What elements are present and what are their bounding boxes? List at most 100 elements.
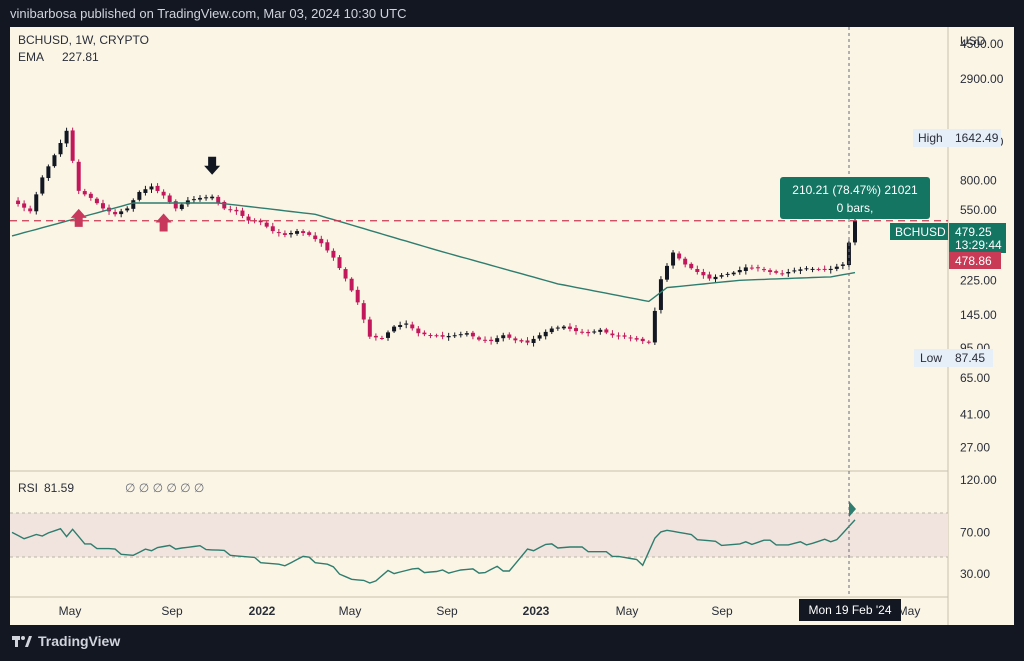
- candle-body: [264, 222, 269, 227]
- candle-body: [258, 220, 263, 223]
- candle-body: [76, 161, 81, 191]
- candle-body: [34, 194, 39, 212]
- currency-label[interactable]: USD: [960, 34, 986, 48]
- candle-body: [58, 143, 63, 155]
- rsi-current-marker: [849, 501, 856, 517]
- candle-body: [634, 338, 639, 340]
- brand-name: TradingView: [38, 633, 121, 649]
- candle-body: [792, 270, 797, 272]
- candle-body: [240, 210, 245, 216]
- candle-body: [392, 326, 397, 332]
- candle-body: [373, 335, 378, 338]
- candle-body: [179, 204, 184, 210]
- time-tick-label: Sep: [711, 604, 733, 618]
- candle-body: [810, 268, 815, 270]
- candle-body: [70, 130, 75, 161]
- rsi-value: 81.59: [44, 481, 74, 495]
- candle-body: [828, 268, 833, 270]
- candle-body: [325, 242, 330, 251]
- candle-body: [161, 191, 166, 196]
- candle-body: [592, 331, 597, 333]
- candle-body: [816, 269, 821, 271]
- candle-body: [422, 332, 427, 335]
- candle-body: [798, 269, 803, 271]
- rsi-tick-label: 70.00: [960, 525, 990, 539]
- candle-body: [167, 195, 172, 202]
- level-badge: 478.86: [949, 252, 1001, 269]
- candle-body: [689, 263, 694, 269]
- chart-svg[interactable]: BCHUSD, 1W, CRYPTO EMA 227.81 RSI 81.59 …: [10, 27, 1014, 625]
- brand-footer[interactable]: TradingView: [12, 633, 120, 649]
- candle-body: [349, 278, 354, 291]
- arrow-down-icon: [204, 156, 221, 175]
- arrow-up-icon: [155, 213, 172, 232]
- candle-body: [743, 267, 748, 271]
- candle-body: [786, 271, 791, 274]
- candle-body: [204, 197, 209, 199]
- candle-body: [119, 211, 124, 215]
- candle-body: [410, 324, 415, 329]
- candle-body: [701, 271, 706, 276]
- candle-body: [683, 258, 688, 265]
- candle-body: [361, 303, 366, 320]
- rsi-axis[interactable]: 120.00 70.00 30.00: [960, 473, 997, 581]
- candle-body: [804, 268, 809, 270]
- candle-body: [749, 267, 754, 269]
- price-tick-label: 4500.00: [960, 37, 1004, 51]
- candle-body: [452, 335, 457, 337]
- signal-arrows: [70, 156, 221, 232]
- time-tick-label: 2022: [249, 604, 276, 618]
- high-badge: High 1642.49: [913, 129, 1001, 147]
- candle-body: [555, 327, 560, 329]
- rsi-line: [11, 519, 856, 584]
- candle-body: [94, 198, 99, 204]
- candle-body: [125, 208, 130, 211]
- badge-price: 479.25: [955, 225, 992, 239]
- candle-body: [313, 235, 318, 240]
- price-tick-label: 41.00: [960, 407, 990, 421]
- candle-body: [88, 193, 93, 198]
- candle-body: [525, 340, 530, 343]
- candle-body: [355, 289, 360, 303]
- candle-body: [580, 331, 585, 333]
- candle-body: [100, 203, 105, 209]
- candle-body: [719, 275, 724, 277]
- candle-body: [610, 333, 615, 336]
- candle-body: [428, 335, 433, 337]
- symbol-label: BCHUSD, 1W, CRYPTO: [18, 33, 149, 47]
- candle-body: [113, 211, 118, 215]
- candle-body: [574, 328, 579, 332]
- measure-line1: 210.21 (78.47%) 21021: [792, 183, 918, 197]
- price-tick-label: 225.00: [960, 273, 997, 287]
- candle-body: [228, 209, 233, 211]
- badge-countdown: 13:29:44: [955, 238, 1002, 252]
- candle-body: [216, 196, 221, 203]
- rsi-tick-label: 30.00: [960, 567, 990, 581]
- candle-body: [519, 340, 524, 342]
- candle-body: [549, 328, 554, 333]
- candle-body: [731, 272, 736, 275]
- price-tick-label: 27.00: [960, 440, 990, 454]
- candle-body: [737, 270, 742, 273]
- chart-panel[interactable]: BCHUSD, 1W, CRYPTO EMA 227.81 RSI 81.59 …: [10, 27, 1014, 625]
- candle-body: [707, 274, 712, 279]
- candle-body: [28, 208, 33, 212]
- time-tick-label: Sep: [161, 604, 183, 618]
- candle-body: [131, 200, 136, 209]
- candle-body: [82, 191, 87, 195]
- candle-body: [604, 329, 609, 333]
- time-tick-label: May: [339, 604, 362, 618]
- measure-tooltip[interactable]: 210.21 (78.47%) 21021 0 bars,: [780, 177, 930, 219]
- candle-body: [246, 216, 251, 221]
- candle-body: [622, 335, 627, 337]
- ema-line: [11, 202, 856, 303]
- badge-symbol: BCHUSD: [895, 225, 946, 239]
- candle-body: [331, 250, 336, 258]
- candle-body: [198, 197, 203, 200]
- candle-body: [149, 186, 154, 190]
- candle-body: [713, 276, 718, 280]
- tradingview-logo-icon: [12, 636, 32, 647]
- candle-body: [646, 341, 651, 343]
- time-axis[interactable]: May Sep 2022 May Sep 2023 May Sep May: [59, 604, 921, 618]
